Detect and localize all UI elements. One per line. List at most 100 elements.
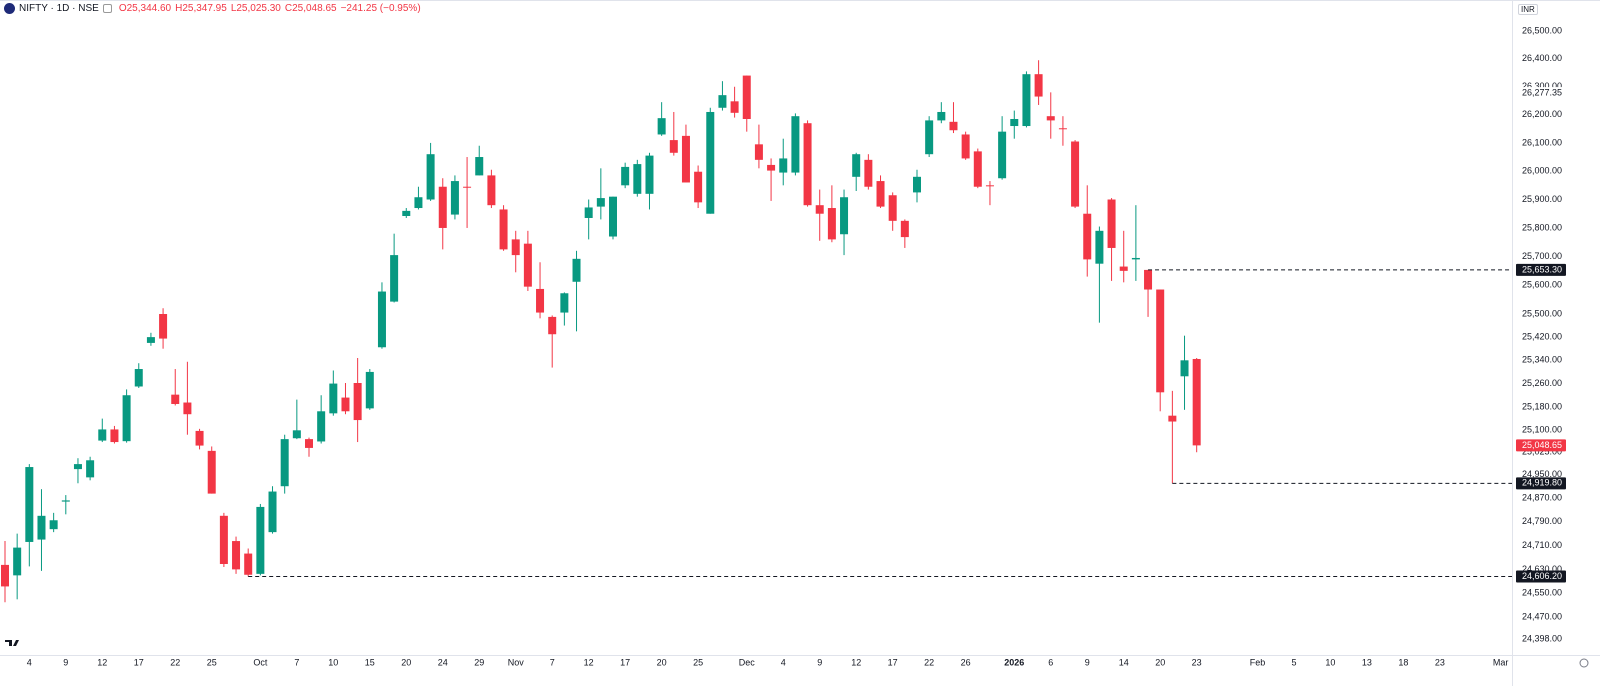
ohlc-close: C25,048.65	[284, 3, 337, 14]
candle-body	[669, 140, 678, 153]
x-tick-label: 14	[1119, 657, 1129, 667]
candle-body	[244, 553, 253, 575]
candle-body	[305, 439, 313, 448]
candle-body	[925, 120, 934, 155]
candle-body	[1168, 415, 1177, 422]
candle-body	[1083, 213, 1092, 260]
visibility-toggle[interactable]	[102, 4, 112, 13]
candle-body	[171, 394, 180, 404]
price-line-tag	[1516, 263, 1566, 276]
x-tick-label: 24	[438, 657, 448, 667]
candle-body	[779, 158, 788, 173]
x-tick-label: 20	[401, 657, 411, 667]
candle-body	[961, 134, 970, 159]
x-tick-label: 7	[550, 657, 555, 667]
symbol-icon	[4, 3, 15, 14]
candle-body	[1034, 74, 1043, 97]
candle-body	[475, 157, 484, 176]
candle-body	[937, 111, 946, 121]
x-tick-label: Nov	[508, 657, 525, 667]
candle-body	[134, 369, 143, 387]
x-tick-label: 17	[888, 657, 898, 667]
candle-body	[61, 500, 70, 502]
candles	[1, 60, 1201, 603]
candle-body	[998, 131, 1007, 179]
y-tick-label: 24,398.00	[1522, 633, 1562, 643]
candle-body	[49, 520, 58, 530]
y-tick-label: 25,900.00	[1522, 194, 1562, 204]
y-tick-label: 24,870.00	[1522, 492, 1562, 502]
tv-logo	[5, 640, 19, 646]
candle-body	[985, 185, 994, 187]
candle-body	[317, 411, 326, 442]
x-tick-label: 20	[1155, 657, 1165, 667]
candle-body	[706, 111, 715, 214]
candle-body	[718, 95, 727, 108]
y-tick-label: 24,790.00	[1522, 516, 1562, 526]
y-tick-label: 24,710.00	[1522, 540, 1562, 550]
candle-body	[657, 118, 666, 135]
candle-body	[827, 208, 836, 240]
candle-body	[1119, 266, 1128, 271]
candle-body	[1095, 230, 1104, 264]
candle-body	[232, 541, 241, 570]
candle-body	[159, 314, 168, 339]
axis-mark-bg	[1520, 87, 1568, 100]
x-tick-label: 25	[207, 657, 217, 667]
x-tick-label: 12	[851, 657, 861, 667]
candle-body	[645, 155, 654, 194]
candle-body	[584, 207, 593, 218]
ohlc-change: −241.25 (−0.95%)	[340, 3, 421, 14]
x-tick-label: 29	[474, 657, 484, 667]
candle-body	[98, 429, 107, 441]
candle-body	[1071, 141, 1080, 207]
candle-body	[268, 491, 277, 533]
candle-body	[13, 547, 22, 576]
x-tick-label: 23	[1435, 657, 1445, 667]
candle-body	[86, 460, 95, 478]
candle-body	[949, 121, 958, 131]
candle-body	[25, 467, 34, 542]
candle-body	[146, 337, 155, 343]
candle-body	[414, 197, 423, 209]
x-tick-label: 26	[961, 657, 971, 667]
candle-body	[681, 135, 690, 183]
x-tick-label: Dec	[739, 657, 756, 667]
candle-body	[377, 291, 386, 348]
x-tick-label: 17	[134, 657, 144, 667]
candle-body	[341, 397, 350, 412]
y-tick-label: 26,100.00	[1522, 137, 1562, 147]
y-tick-label: 25,800.00	[1522, 222, 1562, 232]
x-tick-label: 7	[294, 657, 299, 667]
candle-body	[852, 154, 861, 177]
x-tick-label: 13	[1362, 657, 1372, 667]
y-tick-label: 26,400.00	[1522, 53, 1562, 63]
candle-body	[438, 186, 447, 228]
y-tick-label: 24,950.00	[1522, 469, 1562, 479]
candle-body	[292, 430, 301, 439]
x-tick-label: 9	[63, 657, 68, 667]
y-tick-label: 25,260.00	[1522, 378, 1562, 388]
candle-body	[487, 175, 496, 206]
candle-body	[742, 75, 751, 119]
candle-body	[280, 439, 289, 487]
candle-body	[390, 255, 399, 302]
candle-body	[973, 151, 982, 187]
x-tick-label: 10	[1325, 657, 1335, 667]
price-line-label: 24,919.80	[1522, 478, 1562, 488]
y-tick-label: 25,100.00	[1522, 425, 1562, 435]
currency-button[interactable]: INR	[1518, 4, 1538, 15]
x-tick-label: 4	[781, 657, 786, 667]
candle-body	[450, 181, 459, 215]
candle-body	[219, 515, 228, 565]
candle-body	[1192, 358, 1201, 446]
x-tick-label: 12	[97, 657, 107, 667]
candle-body	[426, 154, 435, 200]
candle-body	[1046, 116, 1055, 121]
candle-body	[499, 209, 508, 250]
y-tick-label: 26,000.00	[1522, 166, 1562, 176]
last-price-label: 25,048.65	[1522, 440, 1562, 450]
last-price-tag	[1516, 439, 1566, 452]
timezone-icon[interactable]	[1579, 658, 1589, 668]
